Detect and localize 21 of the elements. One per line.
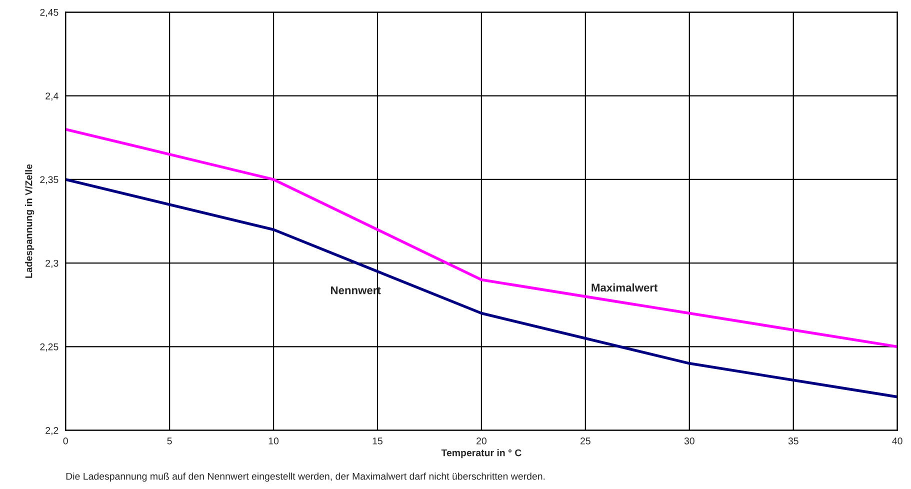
line-series — [66, 178, 898, 398]
y-tick-label: 2,45 — [40, 8, 58, 17]
x-tick-label: 25 — [580, 438, 590, 444]
x-tick-label: 30 — [684, 438, 694, 444]
y-tick-label: 2,4 — [46, 92, 58, 101]
y-tick-label: 2,3 — [46, 260, 58, 268]
y-tick-label: 2,35 — [40, 176, 58, 184]
x-tick-label: 40 — [892, 438, 902, 444]
y-tick-label: 2,25 — [40, 343, 58, 352]
text: Die Ladespannung muß auf den Nennwert eingestellt werden, der Maximalwert darf nicht überschritten werden. — [66, 472, 545, 482]
y-tick-label: 2,2 — [46, 427, 58, 436]
x-axis-title: Temperatur in ° C — [441, 449, 522, 458]
y-axis-title: Ladespannung in V/Zelle — [25, 164, 34, 278]
x-tick-label: 10 — [268, 438, 279, 444]
x-tick-label: 0 — [63, 438, 68, 444]
line-series — [66, 128, 898, 348]
x-tick-label: 5 — [167, 438, 172, 444]
x-tick-label: 15 — [372, 438, 382, 444]
series-label: Maximalwert — [592, 283, 658, 292]
x-tick-label: 20 — [476, 438, 486, 444]
x-tick-label: 35 — [788, 438, 798, 444]
